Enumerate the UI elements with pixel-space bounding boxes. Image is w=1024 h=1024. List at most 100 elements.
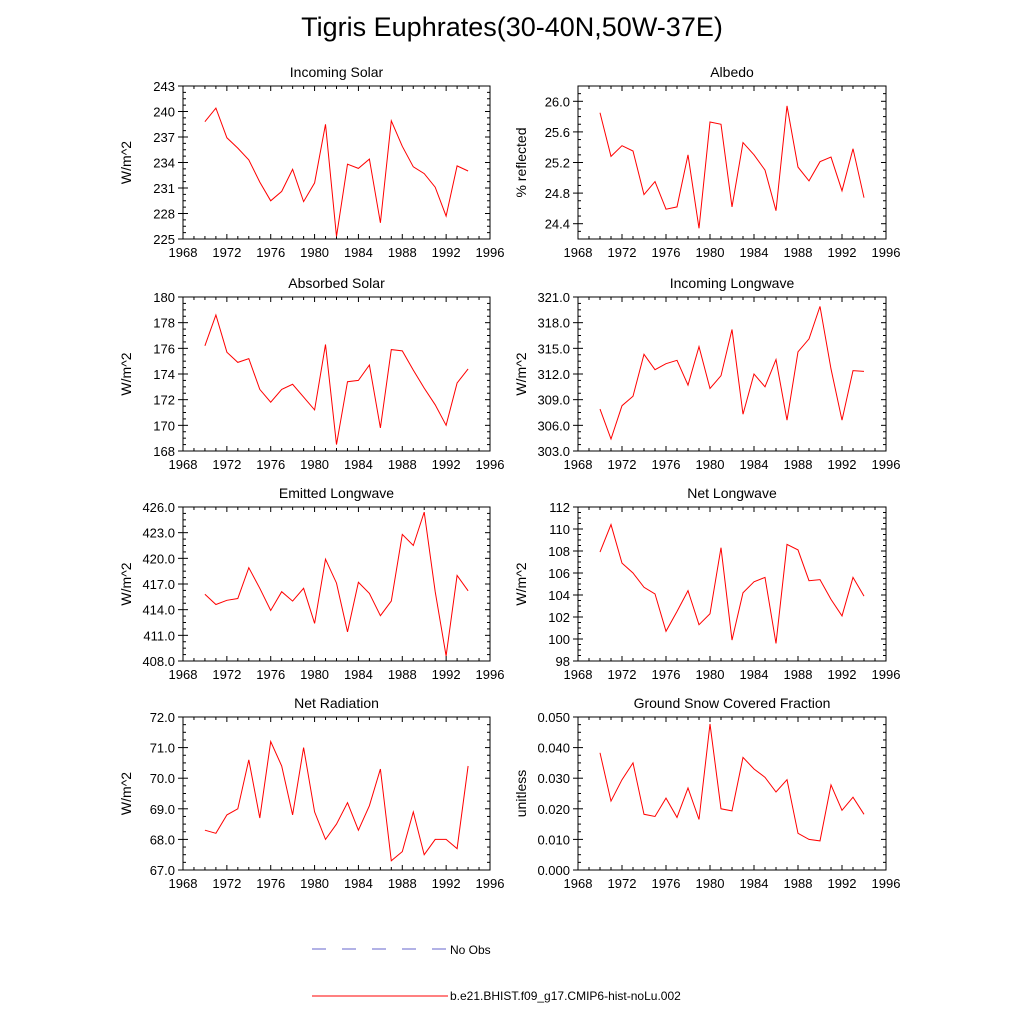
panel-0-x-tick-label: 1996 bbox=[476, 245, 505, 260]
panel-2-y-axis-label: W/m^2 bbox=[118, 352, 134, 395]
panel-7-title: Ground Snow Covered Fraction bbox=[634, 695, 831, 711]
panel-2-x-tick-label: 1996 bbox=[476, 457, 505, 472]
panel-2-frame bbox=[182, 296, 491, 452]
panel-2-y-tick-label: 172 bbox=[153, 393, 175, 408]
panel-0-y-tick-label: 225 bbox=[153, 232, 175, 247]
panel-0-y-axis-label: W/m^2 bbox=[118, 141, 134, 184]
panel-6-y-tick-label: 72.0 bbox=[150, 710, 175, 725]
panel-0-series-line-0 bbox=[204, 107, 469, 237]
panel-5-x-tick-label: 1988 bbox=[784, 667, 813, 682]
panel-0-frame bbox=[182, 85, 491, 240]
panel-6-x-tick-label: 1972 bbox=[212, 876, 241, 891]
panel-3-y-tick-label: 318.0 bbox=[537, 316, 570, 331]
panel-7-x-tick-label: 1988 bbox=[784, 876, 813, 891]
panel-4-y-tick-label: 426.0 bbox=[142, 500, 175, 515]
panel-3-x-tick-label: 1984 bbox=[740, 457, 769, 472]
panel-7-y-axis-label: unitless bbox=[513, 770, 529, 817]
panel-6-x-tick-label: 1980 bbox=[300, 876, 329, 891]
panel-3-x-tick-label: 1992 bbox=[828, 457, 857, 472]
panel-4-x-tick-label: 1980 bbox=[300, 667, 329, 682]
panel-4-y-axis-label: W/m^2 bbox=[118, 562, 134, 605]
panel-1-y-tick-label: 25.2 bbox=[545, 156, 570, 171]
panel-2-series-line-0 bbox=[204, 313, 469, 445]
panel-0-x-tick-label: 1980 bbox=[300, 245, 329, 260]
panel-0-y-tick-label: 231 bbox=[153, 181, 175, 196]
panel-1-y-tick-label: 24.8 bbox=[545, 186, 570, 201]
panel-6-x-tick-label: 1988 bbox=[388, 876, 417, 891]
panel-5-y-axis-label: W/m^2 bbox=[513, 562, 529, 605]
panel-1-x-tick-label: 1992 bbox=[828, 245, 857, 260]
panel-2-x-tick-label: 1972 bbox=[212, 457, 241, 472]
panel-5-x-tick-label: 1972 bbox=[608, 667, 637, 682]
panel-7-y-tick-label: 0.050 bbox=[537, 710, 570, 725]
panel-4-y-tick-label: 417.0 bbox=[142, 577, 175, 592]
panel-3-y-tick-label: 309.0 bbox=[537, 393, 570, 408]
panel-5-x-tick-label: 1968 bbox=[564, 667, 593, 682]
panel-1-x-tick-label: 1980 bbox=[696, 245, 725, 260]
panel-7-y-tick-label: 0.010 bbox=[537, 832, 570, 847]
panel-5-series-line-0 bbox=[599, 523, 865, 644]
panel-3-y-tick-label: 303.0 bbox=[537, 444, 570, 459]
panel-1-y-axis-label: % reflected bbox=[513, 127, 529, 197]
panel-4-x-tick-label: 1996 bbox=[476, 667, 505, 682]
panel-7-y-tick-label: 0.020 bbox=[537, 802, 570, 817]
panel-2-x-tick-label: 1980 bbox=[300, 457, 329, 472]
panel-0-x-tick-label: 1984 bbox=[344, 245, 373, 260]
panel-5-y-tick-label: 108 bbox=[548, 544, 570, 559]
panel-2-y-tick-label: 178 bbox=[153, 316, 175, 331]
panel-4-y-tick-label: 408.0 bbox=[142, 654, 175, 669]
panel-6-y-tick-label: 68.0 bbox=[150, 832, 175, 847]
panel-7-x-tick-label: 1972 bbox=[608, 876, 637, 891]
panel-3-y-axis-label: W/m^2 bbox=[513, 352, 529, 395]
panel-2-x-tick-label: 1992 bbox=[432, 457, 461, 472]
panel-6-y-tick-label: 69.0 bbox=[150, 802, 175, 817]
panel-6-y-axis-label: W/m^2 bbox=[118, 772, 134, 815]
panel-2-x-tick-label: 1988 bbox=[388, 457, 417, 472]
panel-6-series-line-0 bbox=[204, 739, 469, 862]
panel-2-x-tick-label: 1984 bbox=[344, 457, 373, 472]
panel-7-x-tick-label: 1976 bbox=[652, 876, 681, 891]
panel-7-x-tick-label: 1984 bbox=[740, 876, 769, 891]
panel-0-y-tick-label: 234 bbox=[153, 156, 175, 171]
panel-3-frame bbox=[577, 296, 887, 452]
panel-1-x-tick-label: 1968 bbox=[564, 245, 593, 260]
panel-3-x-tick-label: 1980 bbox=[696, 457, 725, 472]
panel-3-series-line-0 bbox=[599, 306, 865, 441]
panel-0-y-tick-label: 240 bbox=[153, 105, 175, 120]
panel-6-x-tick-label: 1996 bbox=[476, 876, 505, 891]
panel-2-y-tick-label: 180 bbox=[153, 290, 175, 305]
panel-2-x-tick-label: 1968 bbox=[169, 457, 198, 472]
panel-3-x-tick-label: 1972 bbox=[608, 457, 637, 472]
panel-3-x-tick-label: 1996 bbox=[872, 457, 901, 472]
panel-6-x-tick-label: 1984 bbox=[344, 876, 373, 891]
panel-4-x-tick-label: 1972 bbox=[212, 667, 241, 682]
panel-0-x-tick-label: 1988 bbox=[388, 245, 417, 260]
panel-5-x-tick-label: 1992 bbox=[828, 667, 857, 682]
panel-7-y-tick-label: 0.000 bbox=[537, 863, 570, 878]
panel-6-x-tick-label: 1992 bbox=[432, 876, 461, 891]
panel-3-x-tick-label: 1968 bbox=[564, 457, 593, 472]
panel-3-y-tick-label: 315.0 bbox=[537, 341, 570, 356]
panel-0-x-tick-label: 1972 bbox=[212, 245, 241, 260]
panel-5-y-tick-label: 112 bbox=[549, 500, 570, 515]
panel-1-frame bbox=[577, 85, 887, 240]
panel-7-x-tick-label: 1968 bbox=[564, 876, 593, 891]
panel-5-x-tick-label: 1996 bbox=[872, 667, 901, 682]
panel-3-y-tick-label: 306.0 bbox=[537, 418, 570, 433]
panel-1-x-tick-label: 1996 bbox=[872, 245, 901, 260]
panel-3-y-tick-label: 321.0 bbox=[537, 290, 570, 305]
panel-7-series-line-0 bbox=[599, 723, 865, 842]
panel-6-y-tick-label: 70.0 bbox=[150, 771, 175, 786]
panel-7-x-tick-label: 1996 bbox=[872, 876, 901, 891]
panel-2-x-tick-label: 1976 bbox=[256, 457, 285, 472]
panel-4-x-tick-label: 1992 bbox=[432, 667, 461, 682]
panel-6-title: Net Radiation bbox=[294, 695, 379, 711]
panel-4-x-tick-label: 1984 bbox=[344, 667, 373, 682]
figure-title: Tigris Euphrates(30-40N,50W-37E) bbox=[301, 12, 723, 42]
panel-1-x-tick-label: 1988 bbox=[784, 245, 813, 260]
panel-4-y-tick-label: 423.0 bbox=[142, 526, 175, 541]
panel-7-x-tick-label: 1992 bbox=[828, 876, 857, 891]
panel-1-x-tick-label: 1972 bbox=[608, 245, 637, 260]
panel-3-y-tick-label: 312.0 bbox=[537, 367, 570, 382]
